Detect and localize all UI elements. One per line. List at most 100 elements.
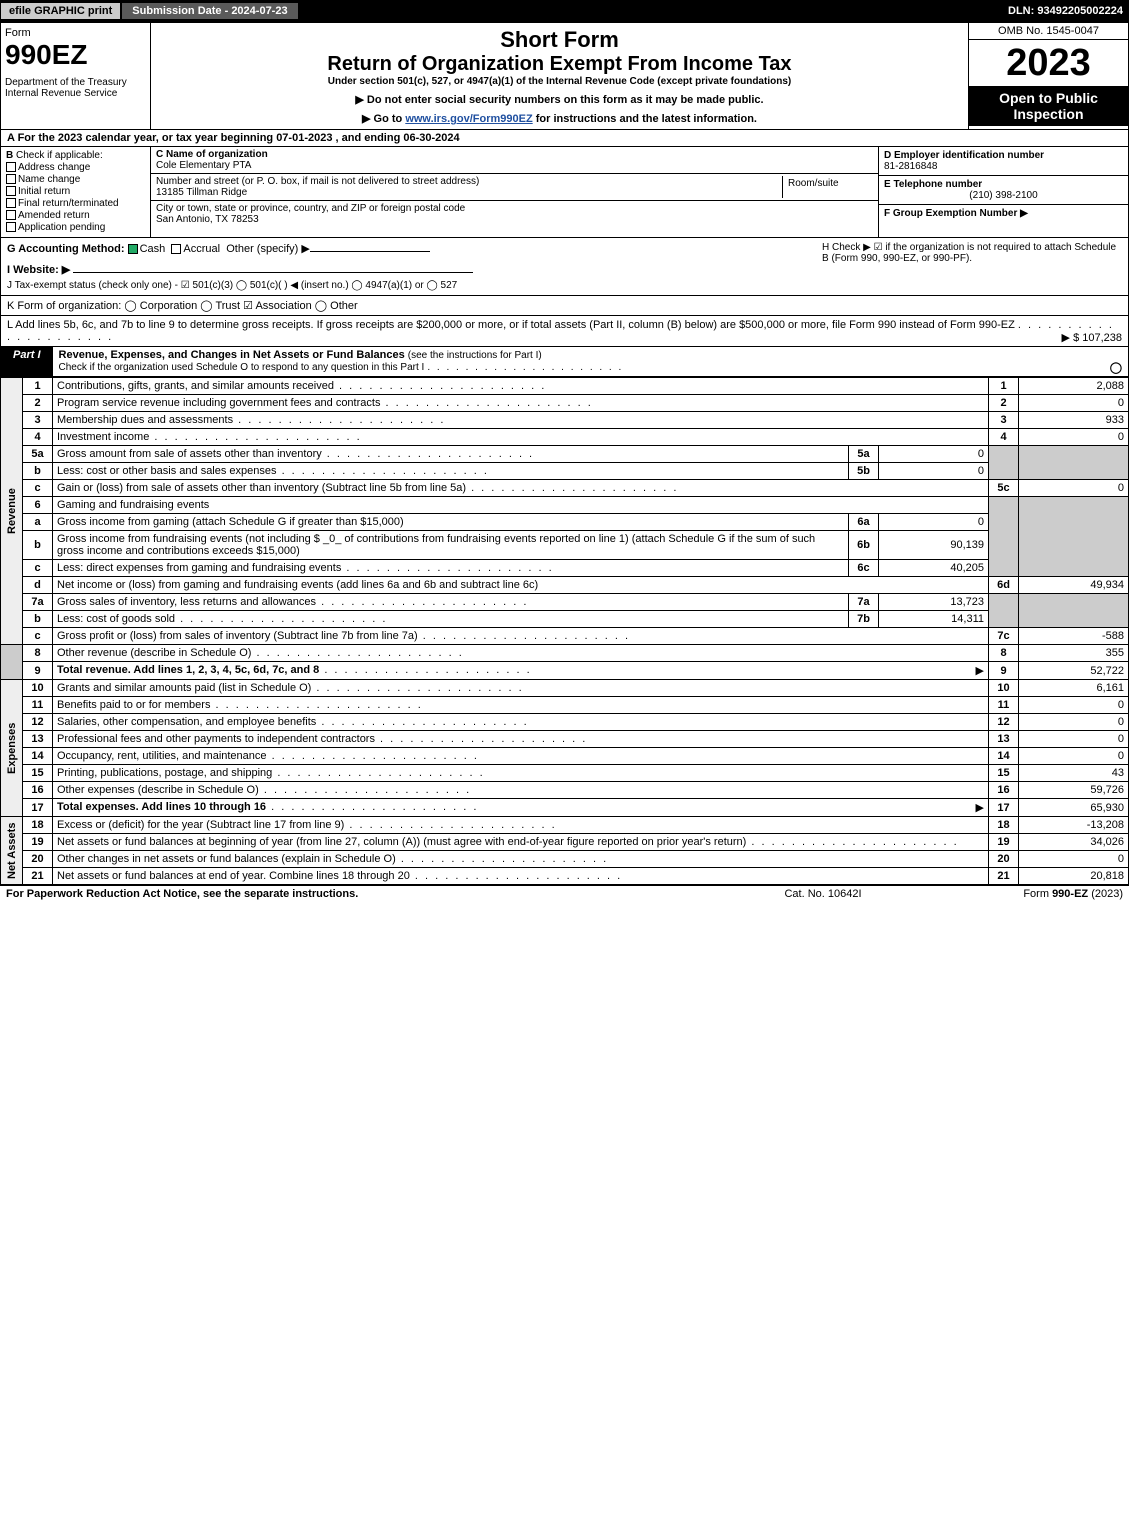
l6c-in: 6c [849,560,879,577]
g-other-input[interactable] [310,251,430,252]
l8-desc-text: Other revenue (describe in Schedule O) [57,647,251,659]
line-ghi: G Accounting Method: Cash Accrual Other … [0,238,1129,296]
footer-form-post: (2023) [1088,888,1123,900]
l21-val: 20,818 [1019,868,1129,885]
l16-num: 16 [23,782,53,799]
form-label: Form [5,27,146,39]
row-12: 12 Salaries, other compensation, and empl… [1,714,1129,731]
l6c-desc-text: Less: direct expenses from gaming and fu… [57,562,341,574]
row-7a: 7a Gross sales of inventory, less return… [1,594,1129,611]
l13-val: 0 [1019,731,1129,748]
l6c-iv: 40,205 [879,560,989,577]
footer-catno: Cat. No. 10642I [723,888,923,900]
col-c: C Name of organization Cole Elementary P… [151,147,878,237]
l-value: ▶ $ 107,238 [1062,331,1122,344]
c-addr-row: Number and street (or P. O. box, if mail… [151,174,878,201]
b-opt-initial[interactable]: Initial return [6,186,145,197]
b-opt-pending-label: Application pending [18,222,105,233]
l19-val: 34,026 [1019,834,1129,851]
side-netassets: Net Assets [1,817,23,885]
l19-desc-text: Net assets or fund balances at beginning… [57,836,746,848]
l13-num: 13 [23,731,53,748]
row-21: 21Net assets or fund balances at end of … [1,868,1129,885]
l17-num: 17 [23,799,53,817]
row-7c: c Gross profit or (loss) from sales of i… [1,628,1129,645]
g-cash-check[interactable] [128,244,138,254]
l20-desc-text: Other changes in net assets or fund bala… [57,853,396,865]
submission-date: Submission Date - 2024-07-23 [121,2,298,20]
header-mid: Short Form Return of Organization Exempt… [151,23,968,129]
l17-desc: Total expenses. Add lines 10 through 16▶ [53,799,989,817]
l14-val: 0 [1019,748,1129,765]
c-addr-cell: Number and street (or P. O. box, if mail… [156,176,783,198]
l19-num: 19 [23,834,53,851]
l17-box: 17 [989,799,1019,817]
row-6: 6 Gaming and fundraising events [1,497,1129,514]
col-def: D Employer identification number 81-2816… [878,147,1128,237]
l2-desc: Program service revenue including govern… [53,395,989,412]
b-opt-amended[interactable]: Amended return [6,210,145,221]
line-l: L Add lines 5b, 6c, and 7b to line 9 to … [0,316,1129,347]
l6c-desc: Less: direct expenses from gaming and fu… [53,560,849,577]
room-suite: Room/suite [783,176,873,198]
row-5a: 5a Gross amount from sale of assets othe… [1,446,1129,463]
b-opt-pending[interactable]: Application pending [6,222,145,233]
c-addr-label: Number and street (or P. O. box, if mail… [156,176,782,187]
row-1: Revenue 1 Contributions, gifts, grants, … [1,378,1129,395]
l15-box: 15 [989,765,1019,782]
l15-desc: Printing, publications, postage, and shi… [53,765,989,782]
l20-desc: Other changes in net assets or fund bala… [53,851,989,868]
l11-num: 11 [23,697,53,714]
l5a-num: 5a [23,446,53,463]
b-opt-name[interactable]: Name change [6,174,145,185]
l3-val: 933 [1019,412,1129,429]
l1-desc: Contributions, gifts, grants, and simila… [53,378,989,395]
l5a-iv: 0 [879,446,989,463]
g-cash: Cash [140,243,166,255]
l7a-desc: Gross sales of inventory, less returns a… [53,594,849,611]
part-i-title-text: Revenue, Expenses, and Changes in Net As… [59,349,405,361]
website-input[interactable] [73,272,473,273]
org-city: San Antonio, TX 78253 [156,214,873,225]
org-name: Cole Elementary PTA [156,160,873,171]
l12-box: 12 [989,714,1019,731]
header-right: OMB No. 1545-0047 2023 Open to Public In… [968,23,1128,129]
l15-num: 15 [23,765,53,782]
l5a-in: 5a [849,446,879,463]
row-6c: c Less: direct expenses from gaming and … [1,560,1129,577]
l5b-num: b [23,463,53,480]
row-9: 9 Total revenue. Add lines 1, 2, 3, 4, 5… [1,662,1129,680]
return-title: Return of Organization Exempt From Incom… [159,53,960,76]
irs-link[interactable]: www.irs.gov/Form990EZ [405,113,532,125]
l6-shade-val [1019,497,1129,577]
efile-print-button[interactable]: efile GRAPHIC print [0,2,121,20]
row-11: 11Benefits paid to or for members110 [1,697,1129,714]
b-opt-final[interactable]: Final return/terminated [6,198,145,209]
l14-desc-text: Occupancy, rent, utilities, and maintena… [57,750,267,762]
side-expenses: Expenses [1,680,23,817]
g-accrual-check[interactable] [171,244,181,254]
l5ab-shade-box [989,446,1019,480]
line-k: K Form of organization: ◯ Corporation ◯ … [0,296,1129,316]
row-8: 8 Other revenue (describe in Schedule O)… [1,645,1129,662]
l6b-iv: 90,139 [879,531,989,560]
l1-box: 1 [989,378,1019,395]
l5ab-shade-val [1019,446,1129,480]
l16-val: 59,726 [1019,782,1129,799]
b-opt-address[interactable]: Address change [6,162,145,173]
l7a-desc-text: Gross sales of inventory, less returns a… [57,596,316,608]
g-other: Other (specify) ▶ [226,243,310,255]
l7c-desc-text: Gross profit or (loss) from sales of inv… [57,630,418,642]
line-j: J Tax-exempt status (check only one) - ☑… [7,280,822,291]
l1-num: 1 [23,378,53,395]
line-i: I Website: ▶ [7,263,822,276]
l12-desc-text: Salaries, other compensation, and employ… [57,716,316,728]
l9-box: 9 [989,662,1019,680]
l4-desc-text: Investment income [57,431,149,443]
part-i-title: Revenue, Expenses, and Changes in Net As… [53,347,1128,376]
l6d-num: d [23,577,53,594]
side-revenue: Revenue [1,378,23,645]
l7b-num: b [23,611,53,628]
row-b-through-f: B Check if applicable: Address change Na… [0,147,1129,238]
l1-desc-text: Contributions, gifts, grants, and simila… [57,380,334,392]
